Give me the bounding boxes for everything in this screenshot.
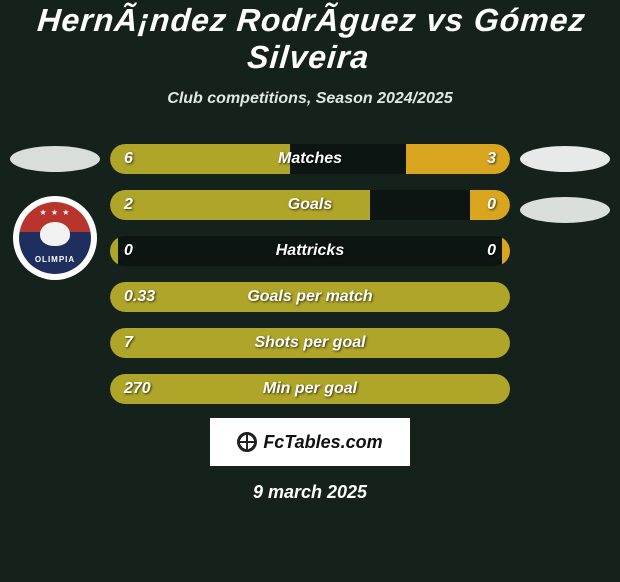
player-left-column: ★ ★ ★OLIMPIA: [0, 124, 110, 172]
stat-row: 2Goals0: [110, 190, 510, 220]
club-right-placeholder-icon: [520, 197, 610, 223]
crest-lion-icon: [40, 222, 70, 246]
player-right-placeholder-icon: [520, 146, 610, 172]
stat-row: 7Shots per goal: [110, 328, 510, 358]
stat-value-right: 3: [487, 150, 496, 168]
page-title: HernÃ¡ndez RodrÃ­guez vs Gómez Silveira: [0, 2, 620, 76]
stat-row: 6Matches3: [110, 144, 510, 174]
crest-stars-icon: ★ ★ ★: [19, 208, 91, 217]
date-text: 9 march 2025: [0, 482, 620, 503]
stat-value-right: 0: [487, 242, 496, 260]
stat-value-right: 0: [487, 196, 496, 214]
comparison-rows: 6Matches32Goals00Hattricks00.33Goals per…: [110, 144, 510, 404]
stat-label: Min per goal: [110, 380, 510, 398]
globe-icon: [237, 432, 257, 452]
stat-label: Goals per match: [110, 288, 510, 306]
stat-row: 0Hattricks0: [110, 236, 510, 266]
stat-label: Shots per goal: [110, 334, 510, 352]
player-right-column: [510, 124, 620, 223]
subtitle: Club competitions, Season 2024/2025: [0, 90, 620, 108]
source-badge-text: FcTables.com: [263, 432, 382, 453]
club-logo-left: ★ ★ ★ OLIMPIA: [13, 196, 97, 280]
stat-label: Goals: [110, 196, 510, 214]
player-left-placeholder-icon: [10, 146, 100, 172]
club-crest-icon: ★ ★ ★ OLIMPIA: [19, 202, 91, 274]
stat-row: 270Min per goal: [110, 374, 510, 404]
stat-row: 0.33Goals per match: [110, 282, 510, 312]
comparison-stage: ★ ★ ★OLIMPIA6Matches32Goals00Hattricks00…: [0, 124, 620, 404]
crest-text: OLIMPIA: [19, 255, 91, 264]
stat-label: Matches: [110, 150, 510, 168]
stat-label: Hattricks: [110, 242, 510, 260]
source-badge: FcTables.com: [210, 418, 410, 466]
